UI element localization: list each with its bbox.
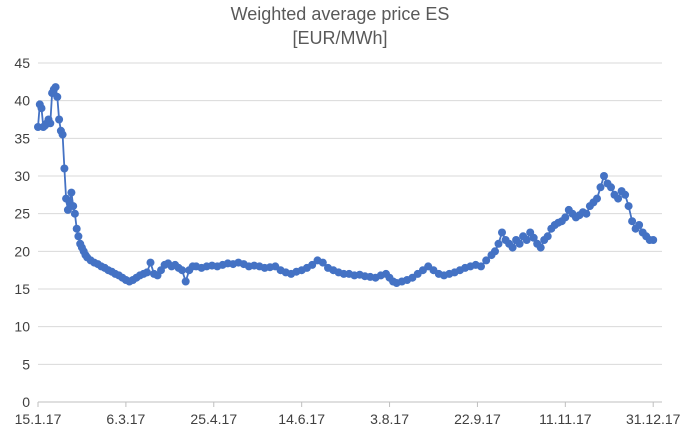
y-tick-label: 25 [14,206,30,222]
data-point [181,277,190,286]
data-point [593,194,601,203]
data-point [596,183,605,192]
data-point [55,115,64,124]
chart-subtitle: [EUR/MWh] [292,28,387,48]
data-point [494,239,503,248]
data-point [522,236,531,244]
data-point [515,239,524,248]
data-point [508,243,517,252]
data-point [614,194,623,203]
x-tick-label: 3.8.17 [370,411,409,427]
x-tick-labels: 15.1.17 6.3.17 25.4.17 14.6.17 3.8.17 22.9.17… [15,411,680,427]
data-point [607,183,615,192]
data-point [561,213,570,222]
data-point [635,221,644,229]
x-tick-label: 15.1.17 [15,411,62,427]
y-tick-labels: 0 5 10 15 20 25 30 35 40 45 [14,55,30,410]
data-point [60,164,69,173]
y-tick-label: 45 [14,55,30,71]
chart-title: Weighted average price ES [231,4,450,24]
data-point [46,119,55,128]
data-point [628,217,637,226]
data-point [482,256,491,265]
data-point [67,188,76,197]
data-point [146,258,155,267]
data-point [58,130,67,139]
data-point [649,236,658,244]
data-point [69,202,78,211]
data-point [53,92,62,101]
data-point [491,247,499,256]
gridlines [38,62,662,365]
data-point [543,232,552,241]
data-point [624,202,633,211]
data-point [178,266,187,275]
y-tick-label: 15 [14,281,30,297]
y-tick-label: 40 [14,93,30,109]
x-tick-label: 6.3.17 [106,411,145,427]
data-point [308,260,317,269]
y-tick-label: 30 [14,168,30,184]
data-point [621,190,630,199]
series-markers [34,83,658,287]
x-tick-label: 14.6.17 [278,411,325,427]
x-tick-label: 31.12.17 [626,411,680,427]
data-point [37,104,46,113]
data-point [536,243,545,252]
data-point [318,258,327,267]
data-point [70,209,79,218]
data-point [529,233,538,242]
data-point [477,262,485,271]
y-tick-label: 5 [22,356,30,372]
y-tick-label: 35 [14,130,30,146]
y-tick-label: 10 [14,319,30,335]
x-tick-label: 22.9.17 [454,411,501,427]
data-point [143,268,151,277]
data-point [51,83,60,92]
data-point [582,209,591,218]
data-point [498,228,506,237]
axes [37,401,662,407]
y-tick-label: 20 [14,243,30,259]
data-point [72,224,81,233]
x-tick-label: 25.4.17 [190,411,237,427]
data-point [74,232,83,241]
x-tick-label: 11.11.17 [539,411,592,427]
y-tick-label: 0 [22,394,30,410]
data-point [600,172,608,180]
